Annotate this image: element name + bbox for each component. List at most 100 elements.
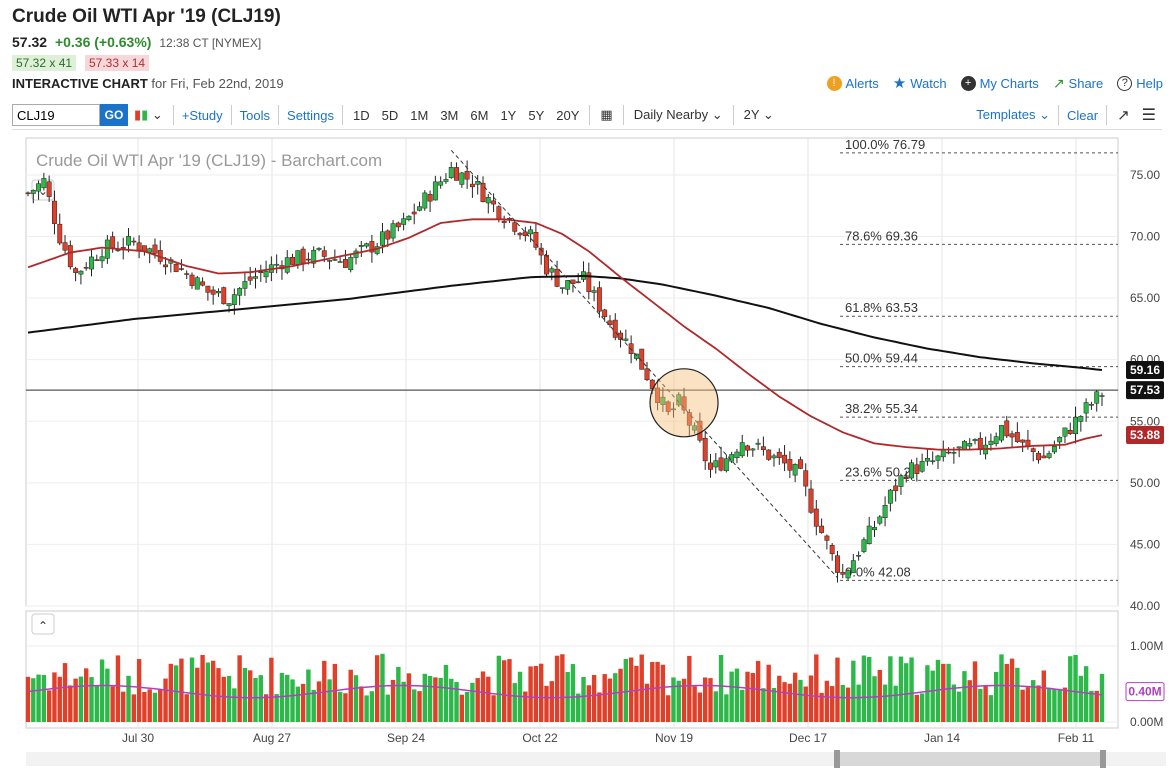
candle-down [977, 437, 983, 450]
candle-down [665, 401, 671, 412]
volume-bar [1094, 690, 1099, 722]
volume-bar [1025, 687, 1031, 722]
volume-bar [734, 668, 740, 722]
settings-button[interactable]: Settings [287, 107, 335, 123]
calendar-icon[interactable]: ▦ [600, 107, 613, 122]
volume-bar [676, 680, 681, 722]
volume-bar [787, 683, 793, 722]
expand-icon[interactable]: ↗ [1117, 107, 1130, 124]
period-5y[interactable]: 5Y [528, 107, 545, 123]
volume-bar [306, 669, 311, 722]
toolbar-divider [1106, 105, 1108, 125]
price-badge [1126, 381, 1164, 400]
candle-down [46, 181, 52, 197]
watch-link[interactable]: ★ Watch [892, 75, 947, 92]
volume-bar [814, 654, 819, 722]
volume-bar [311, 689, 316, 722]
candle-down [342, 259, 348, 268]
candle-up [559, 287, 565, 289]
candle-down [205, 285, 211, 293]
price-badge-label: 59.16 [1130, 363, 1160, 377]
volume-bar [433, 677, 438, 722]
my-charts-link[interactable]: + My Charts [960, 74, 1039, 92]
volume-bar [1052, 689, 1057, 722]
candle-up [459, 172, 465, 185]
candle-up [771, 455, 777, 459]
candle-down [52, 200, 57, 224]
share-icon: ↗ [1052, 74, 1065, 91]
volume-bar [628, 657, 634, 722]
volume-axis-label: 0.00M [1130, 715, 1163, 729]
candle-up [168, 259, 174, 264]
candle-up [671, 408, 676, 411]
volume-bar [438, 677, 443, 722]
candle-down [67, 245, 73, 268]
candle-down [824, 535, 830, 541]
volume-bar [374, 655, 380, 722]
volume-bar [480, 671, 486, 722]
period-1d[interactable]: 1D [353, 107, 370, 123]
price-badge-label: 53.88 [1130, 428, 1160, 442]
candle-up [30, 190, 36, 194]
candle-up [485, 197, 491, 204]
candle-up [390, 223, 396, 239]
candle-down [760, 446, 766, 451]
volume-bar [570, 664, 576, 722]
volume-bar [681, 678, 687, 722]
period-6m[interactable]: 6M [470, 107, 489, 123]
volume-bar [824, 680, 830, 722]
expand-volume-button [31, 613, 55, 635]
candle-down [1025, 439, 1031, 447]
volume-bar [1046, 687, 1052, 722]
contract-select[interactable]: Daily Nearby ⌄ [633, 107, 723, 122]
templates-button[interactable]: Templates ⌄ [976, 107, 1050, 122]
fib-level-label: 0.0% 42.08 [845, 564, 911, 579]
volume-bar [967, 680, 972, 722]
help-link[interactable]: ? Help [1117, 74, 1163, 92]
symbol-input[interactable] [12, 104, 100, 126]
volume-bar [898, 656, 904, 722]
volume-bar [729, 671, 734, 722]
period-3m[interactable]: 3M [440, 107, 459, 123]
candle-down [813, 508, 819, 527]
alert-icon: ! [826, 75, 842, 91]
go-button[interactable]: GO [100, 104, 128, 126]
candle-down [157, 250, 163, 262]
tools-button[interactable]: Tools [239, 107, 271, 123]
candle-up [237, 288, 243, 296]
candle-up [374, 246, 380, 254]
candle-up [1099, 395, 1105, 397]
clear-button[interactable]: Clear [1067, 107, 1099, 123]
volume-bar [449, 678, 454, 722]
chart-title: Crude Oil WTI Apr '19 (CLJ19) - Barchart… [36, 151, 382, 170]
candle-down [544, 254, 549, 275]
volume-bar [766, 664, 771, 722]
candle-down [1020, 439, 1026, 443]
share-link[interactable]: ↗ Share [1052, 74, 1104, 91]
volume-bar [761, 688, 766, 722]
period-1y[interactable]: 1Y [500, 107, 517, 123]
candle-down [570, 279, 576, 284]
volume-bar [951, 684, 957, 722]
candle-up [432, 181, 438, 201]
volume-bar [200, 654, 205, 722]
period-1m[interactable]: 1M [410, 107, 429, 123]
candle-up [99, 256, 105, 262]
candle-up [919, 460, 925, 472]
period-20y[interactable]: 20Y [556, 107, 580, 123]
range-select[interactable]: 2Y ⌄ [743, 107, 774, 122]
chart-type-dropdown[interactable]: ▮▮ ⌄ [134, 107, 163, 122]
study-button[interactable]: +Study [181, 107, 223, 123]
menu-icon[interactable]: ☰ [1141, 107, 1156, 124]
alerts-link[interactable]: ! Alerts [826, 74, 879, 92]
period-5d[interactable]: 5D [381, 107, 399, 123]
volume-bar [470, 682, 475, 722]
candle-down [697, 420, 703, 441]
volume-bar [1083, 666, 1089, 722]
quote-line: 57.32 +0.36 (+0.63%) 12:38 CT [NYMEX] [12, 34, 261, 50]
volume-bar [364, 695, 369, 722]
toolbar-divider [172, 105, 174, 125]
volume-bar [919, 693, 925, 722]
candle-up [877, 516, 883, 524]
candle-down [57, 223, 63, 244]
